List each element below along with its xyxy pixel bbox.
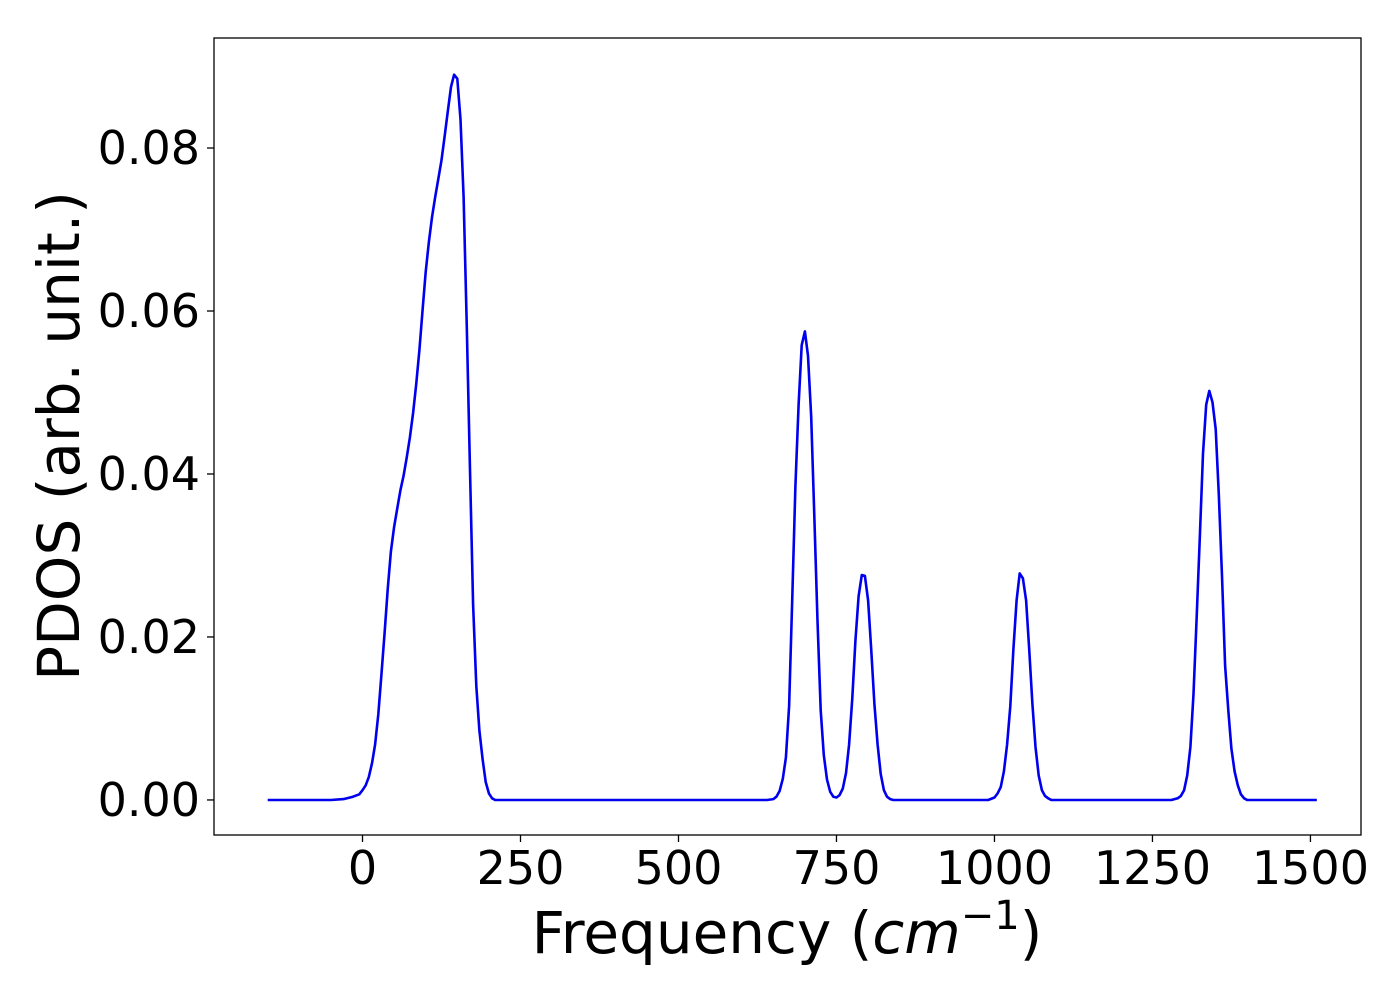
x-axis-label-text: Frequency ( [532,899,873,967]
x-axis-label: Frequency (cm−1) [532,893,1043,967]
x-tick-label: 500 [635,841,723,895]
y-tick-label: 0.00 [98,773,200,827]
y-tick-label: 0.08 [98,121,200,175]
x-tick-label: 750 [793,841,881,895]
y-tick-label: 0.04 [98,447,200,501]
x-axis-label-exponent: −1 [961,893,1020,939]
x-tick-label: 1000 [936,841,1053,895]
x-tick-label: 1250 [1094,841,1211,895]
x-tick-label: 250 [477,841,565,895]
plot-frame [213,37,1362,836]
x-axis-label-close: ) [1020,899,1043,967]
series-line-0 [267,73,1317,802]
y-axis: 0.00 0.02 0.04 0.06 0.08 [98,121,214,827]
y-tick-label: 0.02 [98,610,200,664]
y-tick-label: 0.06 [98,284,200,338]
x-tick-label: 1500 [1252,841,1369,895]
x-axis-label-unit: cm [872,899,960,967]
plot-area [267,73,1317,802]
x-tick-label: 0 [348,841,377,895]
y-axis-label: PDOS (arb. unit.) [25,191,93,681]
x-axis: 0 250 500 750 1000 1250 1500 [348,835,1369,895]
